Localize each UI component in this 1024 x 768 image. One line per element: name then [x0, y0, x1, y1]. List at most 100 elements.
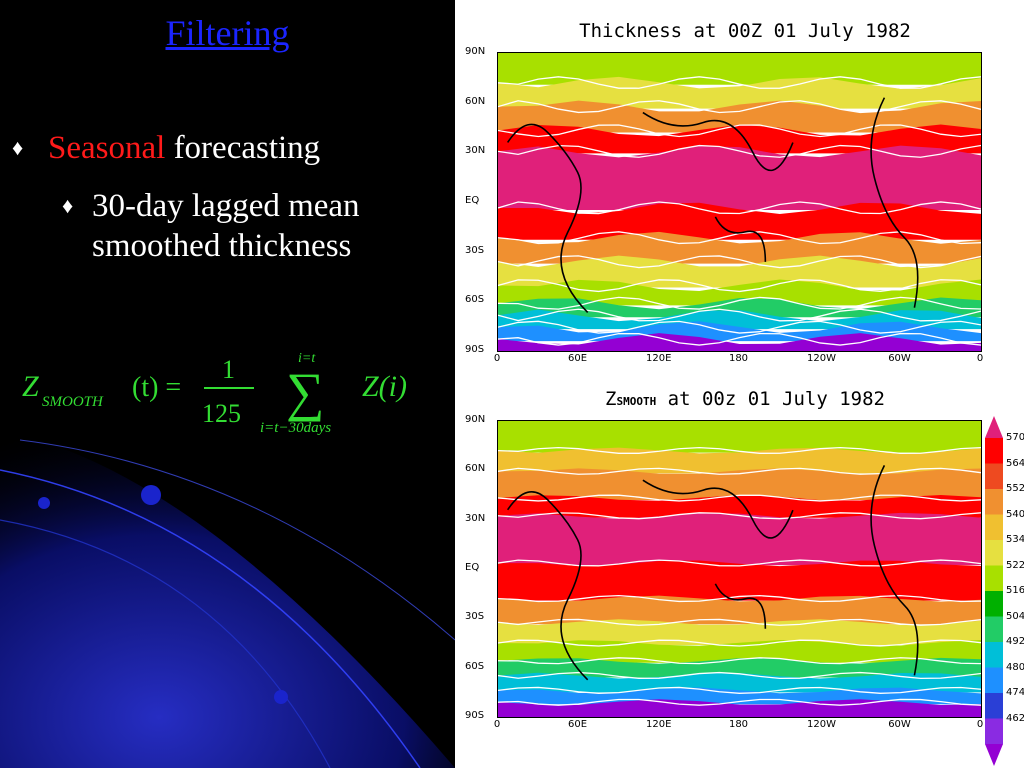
contour-line	[498, 512, 981, 520]
formula-subscript: SMOOTH	[42, 394, 104, 410]
x-tick-label: 120E	[646, 353, 672, 364]
x-tick-label: 0	[493, 719, 501, 730]
map-color-band	[498, 297, 981, 318]
contour-line	[498, 76, 981, 89]
colorbar-tick-label: 504	[1006, 610, 1024, 622]
map-color-band	[498, 421, 981, 453]
colorbar-segment	[985, 565, 1003, 592]
formula-sum-upper: i=t	[298, 351, 316, 366]
map-color-band	[498, 672, 981, 693]
bullet-highlight-text: Seasonal	[48, 130, 166, 166]
smooth-map-title: ZSMOOTH at 00z 01 July 1982	[535, 388, 955, 410]
colorbar-tick-label: 462	[1006, 712, 1024, 724]
colorbar-tick-label: 516	[1006, 585, 1024, 596]
coastline	[506, 123, 589, 313]
map-color-band	[498, 53, 981, 85]
x-tick-label: 0	[493, 353, 501, 364]
x-tick-label: 0	[976, 719, 984, 730]
map-color-band	[498, 202, 981, 240]
colorbar-segment	[985, 642, 1003, 668]
y-tick-label: 60N	[465, 463, 486, 475]
contour-line	[498, 467, 981, 475]
contour-line	[498, 657, 981, 665]
smooth-title-suffix: at 00z 01 July 1982	[667, 388, 885, 410]
y-tick-label: 60N	[465, 95, 486, 107]
colorbar-tick-label: 564	[1006, 457, 1024, 469]
map-color-band	[498, 447, 981, 474]
map-color-band	[498, 619, 981, 645]
coastline	[506, 491, 589, 681]
colorbar-segment	[985, 463, 1003, 490]
y-tick-label: 60S	[465, 660, 485, 672]
map-color-band	[498, 512, 981, 566]
coastline	[714, 216, 767, 262]
y-tick-label: 90N	[465, 46, 486, 57]
contour-line	[498, 308, 981, 322]
map-color-band	[498, 595, 981, 625]
contour-line	[498, 279, 981, 293]
colorbar-tick-label: 480	[1006, 661, 1024, 673]
colorbar-tick-label: 474	[1006, 687, 1024, 698]
x-tick-label: 60W	[888, 719, 911, 730]
left-pane: Filtering ♦ Seasonal forecasting ♦ 30-day …	[0, 0, 455, 768]
formula-denominator: 125	[202, 399, 241, 428]
sub-bullet-line-1: 30-day lagged mean	[92, 188, 360, 224]
map-color-band	[498, 255, 981, 288]
slide-title[interactable]: Filtering	[165, 13, 290, 53]
contour-line	[498, 618, 981, 626]
colorbar-segment	[985, 616, 1003, 643]
bullet-text: forecasting	[173, 130, 321, 166]
smooth-map	[497, 420, 982, 718]
colorbar-segment	[985, 667, 1003, 694]
colorbar-tick-label: 570	[1006, 432, 1024, 443]
colorbar-segment	[985, 540, 1003, 566]
contour-line	[498, 320, 981, 334]
colorbar-tick-label: 552	[1006, 483, 1024, 494]
map-color-band	[498, 333, 981, 351]
smooth-map-panel: ZSMOOTH at 00z 01 July 1982 90N 60N 30N EQ 3…	[455, 378, 1024, 768]
colorbar-tick-label: 534	[1006, 534, 1024, 545]
colorbar-segment	[985, 591, 1003, 617]
y-tick-label: 90S	[465, 710, 485, 721]
coastline	[642, 111, 794, 172]
contour-line	[498, 494, 981, 502]
contour-line	[498, 698, 981, 706]
x-tick-label: 180	[728, 719, 749, 730]
colorbar-tick-label: 540	[1006, 508, 1024, 520]
map-color-band	[498, 279, 981, 306]
x-tick-label: 60E	[567, 719, 588, 730]
y-tick-label: 30N	[465, 145, 486, 157]
contour-line	[498, 255, 981, 269]
formula-lhs-arg: (t) =	[132, 372, 181, 403]
map-color-band	[498, 494, 981, 518]
coastline	[714, 583, 767, 629]
coastline	[642, 479, 794, 539]
map-color-band	[498, 76, 981, 109]
colorbar-segment	[985, 438, 1003, 464]
formula-z: Z	[22, 370, 39, 403]
sub-bullet-lagged-mean: ♦ 30-day lagged mean smoothed thickness	[62, 186, 447, 266]
x-tick-label: 120W	[807, 353, 836, 364]
colorbar-tick-label: 522	[1006, 559, 1024, 571]
x-tick-label: 120E	[646, 719, 672, 730]
y-tick-label: 30S	[465, 244, 485, 256]
contour-line	[498, 594, 981, 603]
formula-sum-symbol: ∑	[286, 362, 325, 422]
colorbar-segment	[985, 489, 1003, 515]
x-tick-label: 120W	[807, 719, 836, 730]
bullet-seasonal-forecasting: ♦ Seasonal forecasting	[12, 128, 320, 168]
map-color-band	[498, 145, 981, 210]
colorbar-tick-label: 492	[1006, 636, 1024, 647]
map-figure: Thickness at 00Z 01 July 1982 90N 60N 30N E…	[455, 0, 1024, 768]
contour-line	[498, 671, 981, 680]
diamond-bullet-icon: ♦	[62, 193, 74, 218]
y-tick-label: 90N	[465, 414, 486, 425]
contour-line	[498, 144, 981, 158]
x-tick-label: 60W	[888, 353, 911, 364]
y-tick-label: 90S	[465, 344, 485, 355]
contour-line	[498, 296, 981, 310]
coastline	[870, 465, 919, 676]
thickness-map	[497, 52, 982, 352]
colorbar-segment	[985, 718, 1003, 745]
